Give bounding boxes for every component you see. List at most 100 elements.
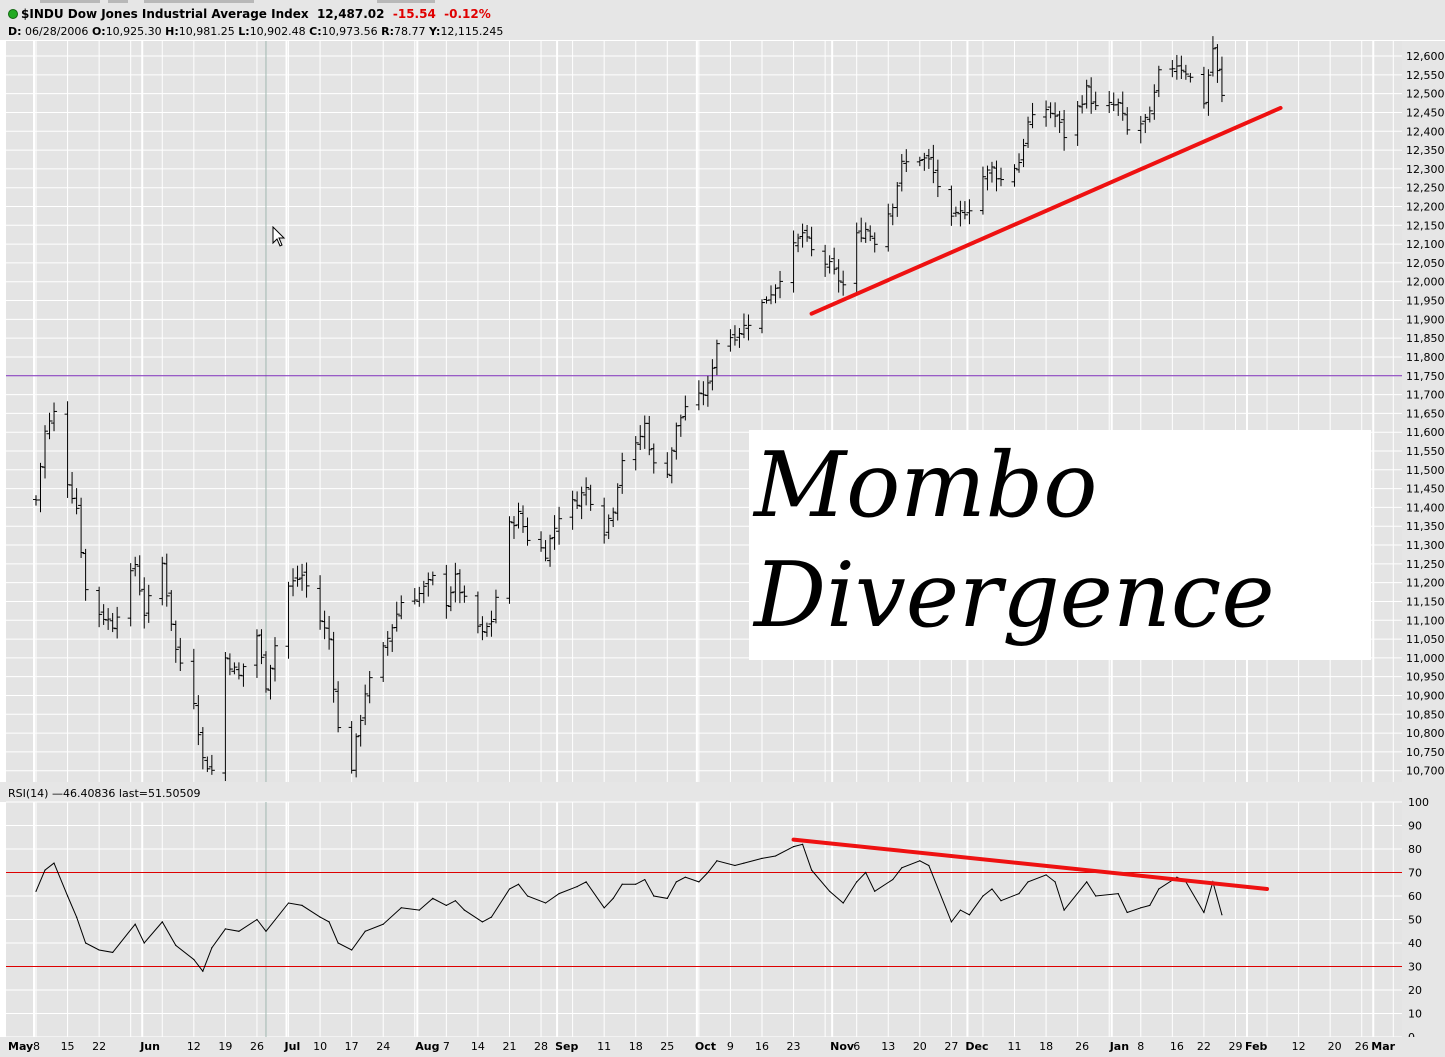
price-tick-label: 11,100 (1406, 614, 1445, 627)
ohlc-bar (862, 222, 869, 243)
price-tick-label: 11,850 (1406, 332, 1445, 345)
x-tick-label: 12 (187, 1040, 201, 1053)
price-panel[interactable]: 12,600 12,550 12,500 12,450 12,400 12,350 12,3… (0, 36, 1445, 802)
rsi-point (865, 871, 867, 874)
ohlc-bar (258, 629, 265, 665)
price-change-pct: -0.12% (444, 7, 491, 21)
close-value: 10,973.56 (321, 25, 378, 38)
ohlc-bar (105, 608, 112, 630)
ohlc-bar (569, 490, 576, 530)
rsi-point (481, 921, 484, 923)
ohlc-bar (429, 571, 436, 586)
ohlc-bar (700, 381, 707, 406)
x-tick-label: 13 (881, 1040, 895, 1053)
price-tick-label: 12,350 (1406, 144, 1445, 157)
x-tick-label: 12 (1292, 1040, 1306, 1053)
x-tick-label: Mar (1371, 1040, 1395, 1053)
ohlc-bar (871, 232, 878, 253)
price-tick-label: 12,200 (1406, 201, 1445, 214)
ohlc-bar (114, 606, 121, 639)
mouse-cursor-icon (272, 226, 286, 247)
rsi-point (418, 909, 420, 911)
price-tick-label: 12,100 (1406, 238, 1445, 251)
rsi-point (1018, 893, 1020, 895)
ohlc-bar (677, 414, 684, 437)
ohlc-bar (420, 580, 427, 604)
ohlc-bar (961, 201, 968, 220)
ohlc-bar (127, 563, 134, 627)
rsi-point (517, 883, 520, 885)
rsi-tick-label: 30 (1408, 961, 1422, 974)
rsi-point (454, 900, 456, 902)
rsi-point (707, 871, 709, 874)
rsi-point (382, 923, 384, 925)
rsi-point (901, 867, 903, 869)
annotation-box: Mombo Divergence (749, 430, 1371, 660)
rsi-tick-label: 40 (1408, 937, 1422, 950)
rsi-point (761, 857, 763, 860)
ohlc-bar (199, 727, 206, 770)
rsi-point (734, 864, 736, 867)
ohlc-bar (222, 651, 229, 782)
ohlc-bar (777, 270, 784, 299)
x-tick-label: Oct (695, 1040, 716, 1053)
x-axis-band (0, 1037, 1445, 1057)
ohlc-bar (822, 244, 829, 277)
ohlc-bar (1124, 107, 1131, 135)
toolbar-tab[interactable] (108, 0, 128, 3)
rsi-point (1176, 876, 1178, 878)
x-tick-label: 26 (1075, 1040, 1089, 1053)
ohlc-bar (253, 629, 260, 678)
toolbar-tab[interactable] (377, 0, 435, 3)
rsi-point (544, 902, 547, 904)
rsi-point (856, 881, 858, 883)
ohlc-bar (159, 556, 166, 606)
ohlc-bar (492, 589, 499, 624)
ohlc-bar (547, 534, 554, 567)
ohlc-bar (1016, 153, 1023, 173)
ohlc-bar (384, 631, 391, 656)
rsi-tick-label: 20 (1408, 984, 1422, 997)
rsi-point (112, 951, 114, 954)
ohlc-bar (271, 637, 278, 682)
price-tick-label: 12,050 (1406, 257, 1445, 270)
rsi-panel[interactable]: 1009080706050403020100 (6, 796, 1445, 1044)
ohlc-bar (682, 395, 689, 421)
rsi-point (44, 869, 46, 871)
price-tick-label: 11,450 (1406, 483, 1445, 496)
toolbar-tab[interactable] (40, 0, 100, 3)
low-label: L: (238, 25, 250, 38)
x-tick-label: 15 (61, 1040, 75, 1053)
ohlc-bar (483, 622, 490, 637)
x-tick-label: 24 (376, 1040, 390, 1053)
ohlc-bar (330, 631, 337, 703)
x-tick-label: 8 (33, 1040, 40, 1053)
x-tick-label: 20 (913, 1040, 927, 1053)
ohlc-bar (758, 299, 765, 334)
x-tick-label: 22 (1197, 1040, 1211, 1053)
rsi-tick-label: 70 (1408, 867, 1422, 880)
rsi-point (445, 904, 447, 907)
ohlc-bar (704, 375, 711, 407)
rsi-tick-label: 10 (1408, 1008, 1422, 1021)
rsi-point (202, 970, 204, 972)
rsi-point (603, 907, 605, 909)
price-tick-label: 12,500 (1406, 88, 1445, 101)
rsi-point (526, 895, 529, 897)
ohlc-bar (619, 452, 626, 494)
ohlc-bar (727, 329, 734, 352)
ohlc-bar (605, 514, 612, 540)
ohlc-bar (1119, 91, 1126, 121)
ohlc-bar (1052, 102, 1059, 128)
rsi-point (585, 881, 587, 883)
price-tick-label: 10,700 (1406, 765, 1445, 778)
ohlc-bar (853, 222, 860, 293)
ohlc-bar (664, 452, 671, 478)
ohlc-bar (709, 359, 716, 391)
toolbar-tab[interactable] (144, 0, 254, 3)
ohlc-bar (587, 484, 594, 511)
ohlc-bar (799, 223, 806, 248)
rsi-point (621, 883, 623, 885)
price-tick-label: 12,300 (1406, 163, 1445, 176)
rsi-tick-label: 50 (1408, 914, 1422, 927)
